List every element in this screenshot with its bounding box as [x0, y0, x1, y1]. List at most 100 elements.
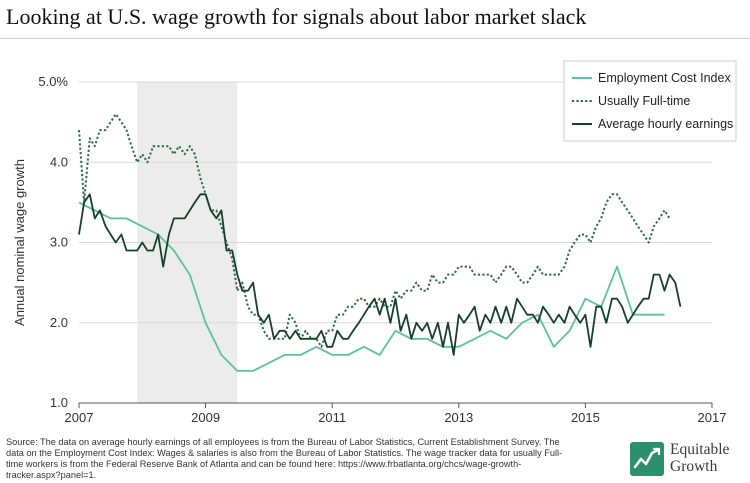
series-line-usually-full-time	[78, 113, 671, 348]
data-point	[268, 338, 270, 340]
data-point	[653, 226, 655, 228]
data-point	[410, 338, 412, 340]
data-point	[162, 266, 164, 268]
data-point	[453, 274, 455, 276]
data-point	[674, 282, 676, 284]
x-tick-label: 2017	[698, 410, 727, 425]
data-point	[236, 370, 238, 372]
data-point	[115, 242, 117, 244]
data-point	[162, 145, 164, 147]
data-point	[553, 346, 555, 348]
data-point	[121, 234, 123, 236]
data-point	[558, 314, 560, 316]
data-point	[474, 338, 476, 340]
x-tick-label: 2013	[444, 410, 473, 425]
y-tick-label: 4.0	[50, 154, 68, 169]
data-point	[605, 322, 607, 324]
data-point	[611, 298, 613, 300]
x-tick-label: 2011	[318, 410, 346, 425]
data-point	[336, 330, 338, 332]
legend-label: Average hourly earnings	[598, 117, 733, 131]
data-point	[442, 282, 444, 284]
data-point	[215, 210, 217, 212]
data-point	[405, 314, 407, 316]
x-tick-label: 2015	[571, 410, 600, 425]
data-point	[600, 218, 602, 220]
data-point	[194, 201, 196, 203]
data-point	[500, 274, 502, 276]
data-point	[505, 306, 507, 308]
data-point	[505, 266, 507, 268]
data-point	[400, 298, 402, 300]
data-point	[542, 306, 544, 308]
data-point	[336, 314, 338, 316]
data-point	[564, 266, 566, 268]
data-point	[374, 306, 376, 308]
data-point	[231, 250, 233, 252]
data-point	[474, 306, 476, 308]
data-point	[315, 338, 317, 340]
data-point	[664, 314, 666, 316]
y-tick-label: 1.0	[50, 395, 68, 410]
data-point	[664, 210, 666, 212]
data-point	[590, 242, 592, 244]
data-point	[579, 322, 581, 324]
data-point	[83, 201, 85, 203]
data-point	[415, 322, 417, 324]
data-point	[115, 113, 117, 115]
data-point	[141, 226, 143, 228]
data-point	[173, 218, 175, 220]
data-point	[410, 290, 412, 292]
data-point	[616, 266, 618, 268]
data-point	[405, 290, 407, 292]
data-point	[178, 145, 180, 147]
data-point	[221, 354, 223, 356]
data-point	[236, 290, 238, 292]
data-point	[426, 322, 428, 324]
data-point	[247, 306, 249, 308]
data-point	[284, 354, 286, 356]
data-point	[221, 226, 223, 228]
data-point	[627, 210, 629, 212]
data-point	[194, 153, 196, 155]
data-point	[305, 338, 307, 340]
data-point	[374, 298, 376, 300]
data-point	[110, 121, 112, 123]
data-point	[532, 314, 534, 316]
data-point	[252, 314, 254, 316]
legend-box	[563, 60, 737, 142]
data-point	[637, 306, 639, 308]
data-point	[78, 129, 80, 131]
data-point	[505, 338, 507, 340]
data-point	[289, 314, 291, 316]
data-point	[605, 201, 607, 203]
data-point	[189, 274, 191, 276]
data-point	[263, 330, 265, 332]
data-point	[616, 193, 618, 195]
data-point	[347, 306, 349, 308]
data-point	[490, 274, 492, 276]
data-point	[537, 322, 539, 324]
equitable-growth-logo: Equitable Growth	[630, 440, 748, 480]
data-point	[590, 346, 592, 348]
data-point	[273, 338, 275, 340]
data-point	[595, 306, 597, 308]
data-point	[89, 193, 91, 195]
data-point	[347, 338, 349, 340]
data-point	[548, 314, 550, 316]
data-point	[537, 314, 539, 316]
data-point	[421, 330, 423, 332]
data-point	[173, 153, 175, 155]
data-point	[363, 314, 365, 316]
data-point	[484, 314, 486, 316]
data-point	[379, 314, 381, 316]
data-point	[94, 210, 96, 212]
data-point	[200, 193, 202, 195]
data-point	[146, 161, 148, 163]
data-point	[263, 322, 265, 324]
data-point	[131, 145, 133, 147]
series-line-average-hourly-earnings	[78, 193, 682, 356]
data-point	[315, 346, 317, 348]
equitable-growth-logo-icon	[630, 442, 664, 476]
data-point	[447, 274, 449, 276]
